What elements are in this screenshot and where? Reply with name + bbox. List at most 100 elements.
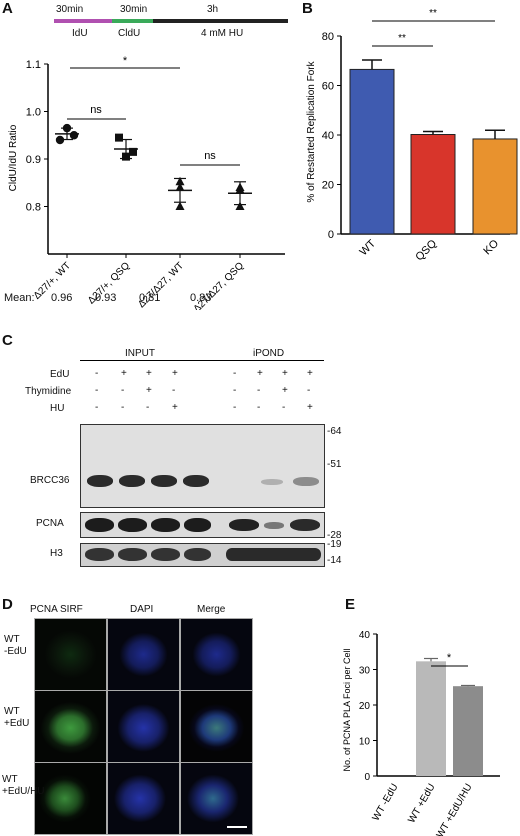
panel-label-c: C xyxy=(2,332,13,349)
blot-h3-membrane xyxy=(80,543,325,567)
blot-pcna-band-6 xyxy=(229,519,259,531)
chart-a-ytick-label: 0.9 xyxy=(26,154,41,166)
chart-b-bar xyxy=(472,138,518,235)
chart-a-point xyxy=(129,147,137,156)
blot-h3-band-3 xyxy=(151,548,180,561)
chart-b-sig-1: ** xyxy=(429,8,437,19)
chart-a-point xyxy=(55,135,65,145)
micro-sirf-minus-edu xyxy=(34,618,107,691)
chart-a-ytick-label: 1.0 xyxy=(26,107,41,119)
panel-label-e: E xyxy=(345,596,356,613)
timeline-label-idu: IdU xyxy=(72,28,88,39)
mw-marker-14: -14 xyxy=(327,555,342,566)
micro-col-merge: Merge xyxy=(197,604,226,615)
blot-sign: - xyxy=(233,368,237,379)
panel-label-a: A xyxy=(2,0,13,17)
blot-group-input: INPUT xyxy=(125,348,155,359)
blot-sign: + xyxy=(172,368,178,379)
chart-e-bar xyxy=(416,661,446,776)
chart-e: No. of PCNA PLA Foci per Cell 010203040 … xyxy=(342,630,500,836)
blot-sign: + xyxy=(146,368,152,379)
blot-pcna-band-4 xyxy=(184,518,211,532)
blot-sign: - xyxy=(282,402,286,413)
blot-h3-band-ipond xyxy=(226,548,321,561)
chart-e-xlabel: WT +EdU/HU xyxy=(435,782,475,836)
blot-pcna-band-3 xyxy=(151,518,180,532)
micro-col-dapi: DAPI xyxy=(130,604,154,615)
blot-pcna-band-7 xyxy=(264,522,284,529)
chart-a-ytick-label: 1.1 xyxy=(26,59,41,71)
blot-input-line xyxy=(80,360,224,361)
micro-row-label-2: WT +EdU xyxy=(4,706,30,729)
chart-b-bar xyxy=(410,134,456,235)
blot-sign: - xyxy=(146,402,150,413)
chart-b-ytick-label: 20 xyxy=(322,180,334,192)
chart-e-bar xyxy=(453,686,483,776)
chart-b: % of Restarted Replication Fork 0 20 40 60 8… xyxy=(306,8,518,263)
blot-sign: + xyxy=(257,368,263,379)
mean-value-3: 0.81 xyxy=(139,292,161,304)
timeline-idu-bar xyxy=(54,19,112,23)
mw-marker-19: -19 xyxy=(327,539,342,550)
mean-value-2: 0.93 xyxy=(95,292,117,304)
chart-e-sig: * xyxy=(447,652,452,664)
blot-brcc36-membrane xyxy=(80,424,325,508)
micro-dapi-minus-edu xyxy=(107,618,180,691)
blot-pcna-band-1 xyxy=(85,518,114,532)
chart-e-ytick-label: 20 xyxy=(359,701,371,712)
blot-brcc36-band-7 xyxy=(261,479,283,485)
micro-sirf-plus-edu xyxy=(34,690,107,763)
mean-value-4: 0.83 xyxy=(190,292,212,304)
micro-dapi-plus-edu xyxy=(107,690,180,763)
chart-a-ylabel: CldU/IdU Ratio xyxy=(8,124,19,191)
blot-sign: - xyxy=(121,402,125,413)
blot-sign: - xyxy=(307,385,311,396)
blot-sign: - xyxy=(95,385,99,396)
blot-h3-band-4 xyxy=(184,548,211,561)
chart-e-ytick-label: 10 xyxy=(359,737,371,748)
micro-sirf-plus-edu-hu xyxy=(34,762,107,835)
chart-b-xlabel: WT xyxy=(358,237,379,258)
protein-label-pcna: PCNA xyxy=(36,518,64,529)
blot-sign: + xyxy=(307,402,313,413)
blot-sign: - xyxy=(257,402,261,413)
blot-pcna-membrane xyxy=(80,512,325,538)
blot-row-edu: EdU xyxy=(50,369,70,380)
chart-b-xlabel: QSQ xyxy=(413,237,439,263)
blot-sign: - xyxy=(172,385,176,396)
blot-h3-band-2 xyxy=(118,548,147,561)
mean-value-1: 0.96 xyxy=(51,292,73,304)
timeline-cldu-bar xyxy=(112,19,153,23)
chart-a-sig-1: * xyxy=(123,55,128,67)
chart-e-xlabel: WT -EdU xyxy=(371,782,401,823)
blot-brcc36-band-3 xyxy=(151,475,177,487)
blot-sign: + xyxy=(172,402,178,413)
timeline-duration-1: 30min xyxy=(56,4,84,15)
protein-label-brcc36: BRCC36 xyxy=(30,475,70,486)
blot-sign: + xyxy=(282,368,288,379)
timeline-duration-3: 3h xyxy=(207,4,219,15)
mw-marker-51: -51 xyxy=(327,459,342,470)
chart-b-xlabel: KO xyxy=(481,237,501,257)
panel-label-b: B xyxy=(302,0,313,17)
mw-marker-28: -28 xyxy=(327,530,342,541)
panel-label-d: D xyxy=(2,596,13,613)
blot-sign: + xyxy=(282,385,288,396)
blot-pcna-band-2 xyxy=(118,518,147,532)
blot-brcc36-band-4 xyxy=(183,475,209,487)
micro-row-label-3: WT +EdU/HU xyxy=(2,774,45,797)
chart-a-point xyxy=(69,131,79,140)
chart-e-ytick-label: 30 xyxy=(359,666,371,677)
blot-brcc36-band-2 xyxy=(119,475,145,487)
chart-b-ylabel: % of Restarted Replication Fork xyxy=(306,60,317,202)
micro-merge-plus-edu-hu xyxy=(180,762,253,835)
micro-merge-plus-edu xyxy=(180,690,253,763)
blot-pcna-band-8 xyxy=(290,519,320,531)
chart-a-point xyxy=(235,201,245,210)
chart-e-ytick-label: 0 xyxy=(364,772,370,783)
blot-sign: - xyxy=(233,402,237,413)
blot-brcc36-band-1 xyxy=(87,475,113,487)
blot-h3-band-1 xyxy=(85,548,114,561)
blot-sign: - xyxy=(257,385,261,396)
chart-e-ytick-label: 40 xyxy=(359,630,371,641)
